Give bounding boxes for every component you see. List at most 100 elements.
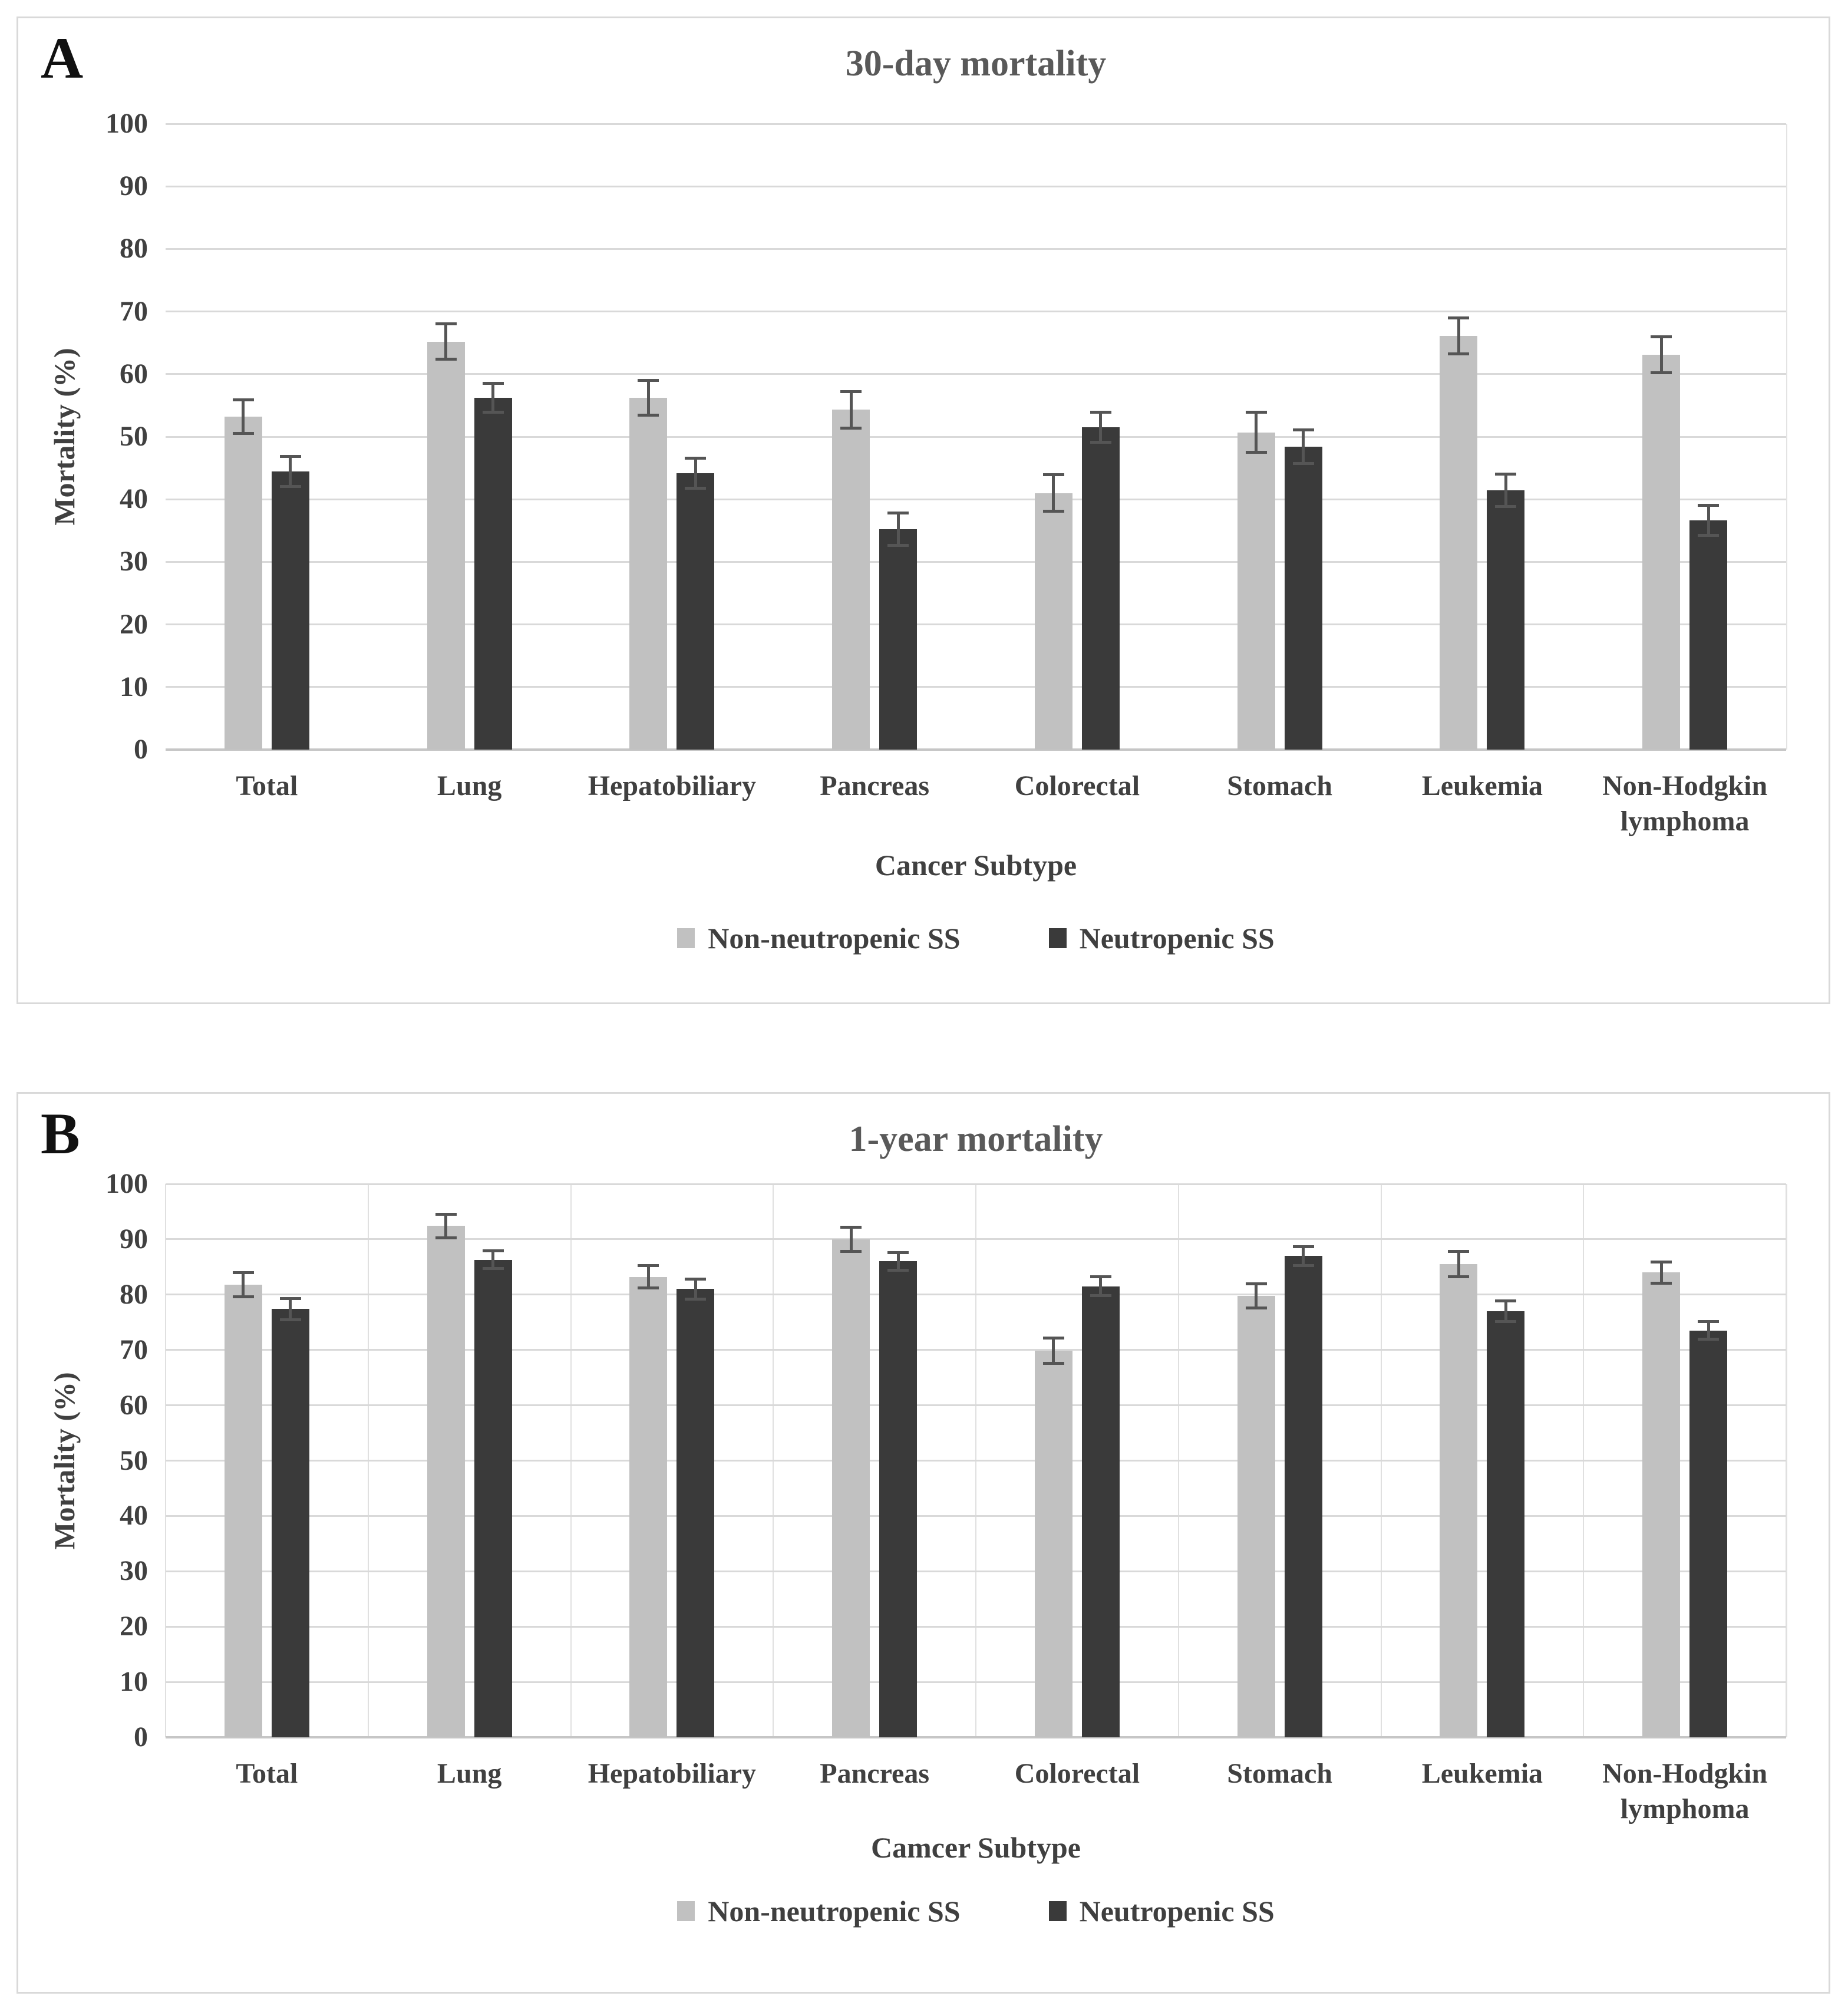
error-bar-line — [849, 391, 853, 428]
error-bar-cap — [887, 1251, 909, 1254]
error-bar-line — [1707, 1321, 1710, 1340]
error-bar-cap — [840, 390, 862, 394]
y-tick-label: 80 — [120, 233, 148, 265]
error-bar-cap — [887, 1268, 909, 1272]
y-tick-label: 30 — [120, 546, 148, 578]
gridline — [166, 1515, 1786, 1517]
gridline — [166, 560, 1786, 563]
y-tick-label: 30 — [120, 1555, 148, 1587]
y-tick-label: 20 — [120, 608, 148, 640]
error-bar-cap — [435, 1236, 457, 1239]
y-tick-label: 90 — [120, 1223, 148, 1255]
error-bar-line — [1255, 1284, 1258, 1308]
bar-non-neutropenic — [1642, 1272, 1681, 1737]
error-bar-cap — [1042, 509, 1064, 513]
bar-neutropenic — [1487, 490, 1525, 750]
panel-1-year-mortality: B 1-year mortality Mortality (%) 0 10 20 30… — [16, 1092, 1830, 1994]
x-category-label: Colorectal — [1014, 770, 1140, 801]
y-tick-label: 50 — [120, 1444, 148, 1476]
x-category-label: Leukemia — [1421, 770, 1543, 801]
x-category-label: Non-Hodgkin lymphoma — [1602, 1758, 1768, 1825]
error-bar-cap — [1292, 1263, 1314, 1267]
legend-label-neutropenic: Neutropenic SS — [1079, 922, 1275, 955]
bar-non-neutropenic — [1440, 1264, 1478, 1737]
bar-non-neutropenic — [832, 410, 870, 750]
x-category-label: Lung — [437, 770, 502, 801]
legend-swatch-non-neutropenic-icon — [677, 928, 695, 948]
error-bar-cap — [279, 485, 301, 489]
gridline — [166, 1681, 1786, 1683]
error-bar-cap — [1495, 473, 1517, 476]
error-bar-cap — [1651, 371, 1672, 375]
error-bar-line — [1457, 318, 1460, 354]
bar-neutropenic — [474, 1259, 512, 1737]
x-axis-title: Camcer Subtype — [870, 1831, 1081, 1864]
chart-title-1-year: 1-year mortality — [849, 1119, 1103, 1159]
y-tick-label: 70 — [120, 295, 148, 327]
error-bar-line — [1099, 1276, 1103, 1296]
error-bar-cap — [1448, 1250, 1470, 1253]
bar-neutropenic — [676, 473, 715, 750]
error-bar-cap — [638, 1264, 659, 1268]
bar-neutropenic — [879, 1261, 918, 1737]
x-category-label: Stomach — [1227, 770, 1332, 801]
error-bar-cap — [1495, 1299, 1517, 1302]
legend-item-non-neutropenic: Non-neutropenic SS — [677, 1894, 961, 1928]
error-bar-line — [849, 1227, 853, 1252]
error-bar-cap — [1090, 441, 1111, 444]
error-bar-line — [1504, 474, 1507, 507]
y-tick-label: 70 — [120, 1334, 148, 1365]
x-category-label: Leukemia — [1421, 1758, 1543, 1789]
error-bar-cap — [1698, 534, 1720, 537]
error-bar-cap — [279, 1318, 301, 1321]
x-category-label: Non-Hodgkin lymphoma — [1602, 770, 1768, 837]
gridline — [166, 1294, 1786, 1296]
x-category-label: Hepatobiliary — [588, 770, 757, 801]
x-category-label: Colorectal — [1014, 1758, 1140, 1789]
gridline — [166, 248, 1786, 250]
error-bar-cap — [1698, 1338, 1720, 1341]
x-axis-title: Cancer Subtype — [874, 849, 1077, 882]
gridline — [166, 1570, 1786, 1572]
x-category-label: Total — [236, 770, 298, 801]
error-bar-line — [1052, 1338, 1055, 1364]
error-bar-line — [896, 513, 900, 546]
bar-neutropenic — [1487, 1311, 1525, 1737]
error-bar-line — [444, 1214, 448, 1238]
error-bar-cap — [232, 432, 254, 436]
error-bar-cap — [1651, 335, 1672, 338]
error-bar-cap — [638, 378, 659, 382]
bar-non-neutropenic — [1034, 1350, 1072, 1737]
gridline — [166, 1349, 1786, 1351]
y-tick-label: 80 — [120, 1278, 148, 1310]
y-tick-label: 60 — [120, 358, 148, 390]
error-bar-line — [1659, 336, 1663, 373]
bar-neutropenic — [676, 1289, 715, 1737]
error-bar-cap — [1042, 473, 1064, 477]
y-tick-label: 10 — [120, 1666, 148, 1698]
x-category-label: Pancreas — [820, 1758, 929, 1789]
legend: Non-neutropenic SS Neutropenic SS — [166, 1894, 1786, 1928]
bar-neutropenic — [1689, 1330, 1728, 1737]
error-bar-cap — [1651, 1281, 1672, 1285]
error-bar-cap — [1292, 428, 1314, 431]
error-bar-cap — [232, 1295, 254, 1299]
y-tick-label: 100 — [105, 1168, 148, 1199]
bar-non-neutropenic — [629, 1276, 668, 1737]
legend-swatch-non-neutropenic-icon — [677, 1901, 695, 1921]
bar-non-neutropenic — [224, 417, 262, 750]
bar-neutropenic — [271, 471, 309, 750]
gridline — [166, 498, 1786, 500]
bar-neutropenic — [1081, 1286, 1120, 1737]
error-bar-cap — [482, 411, 504, 414]
gridline — [166, 1404, 1786, 1407]
gridline — [166, 623, 1786, 626]
error-bar-cap — [1245, 451, 1267, 454]
gridline — [166, 373, 1786, 375]
bar-non-neutropenic — [1642, 354, 1681, 750]
y-tick-label: 0 — [134, 734, 148, 765]
gridline — [166, 436, 1786, 438]
error-bar-line — [242, 400, 245, 434]
y-tick-label: 100 — [105, 108, 148, 139]
error-bar-cap — [482, 382, 504, 385]
